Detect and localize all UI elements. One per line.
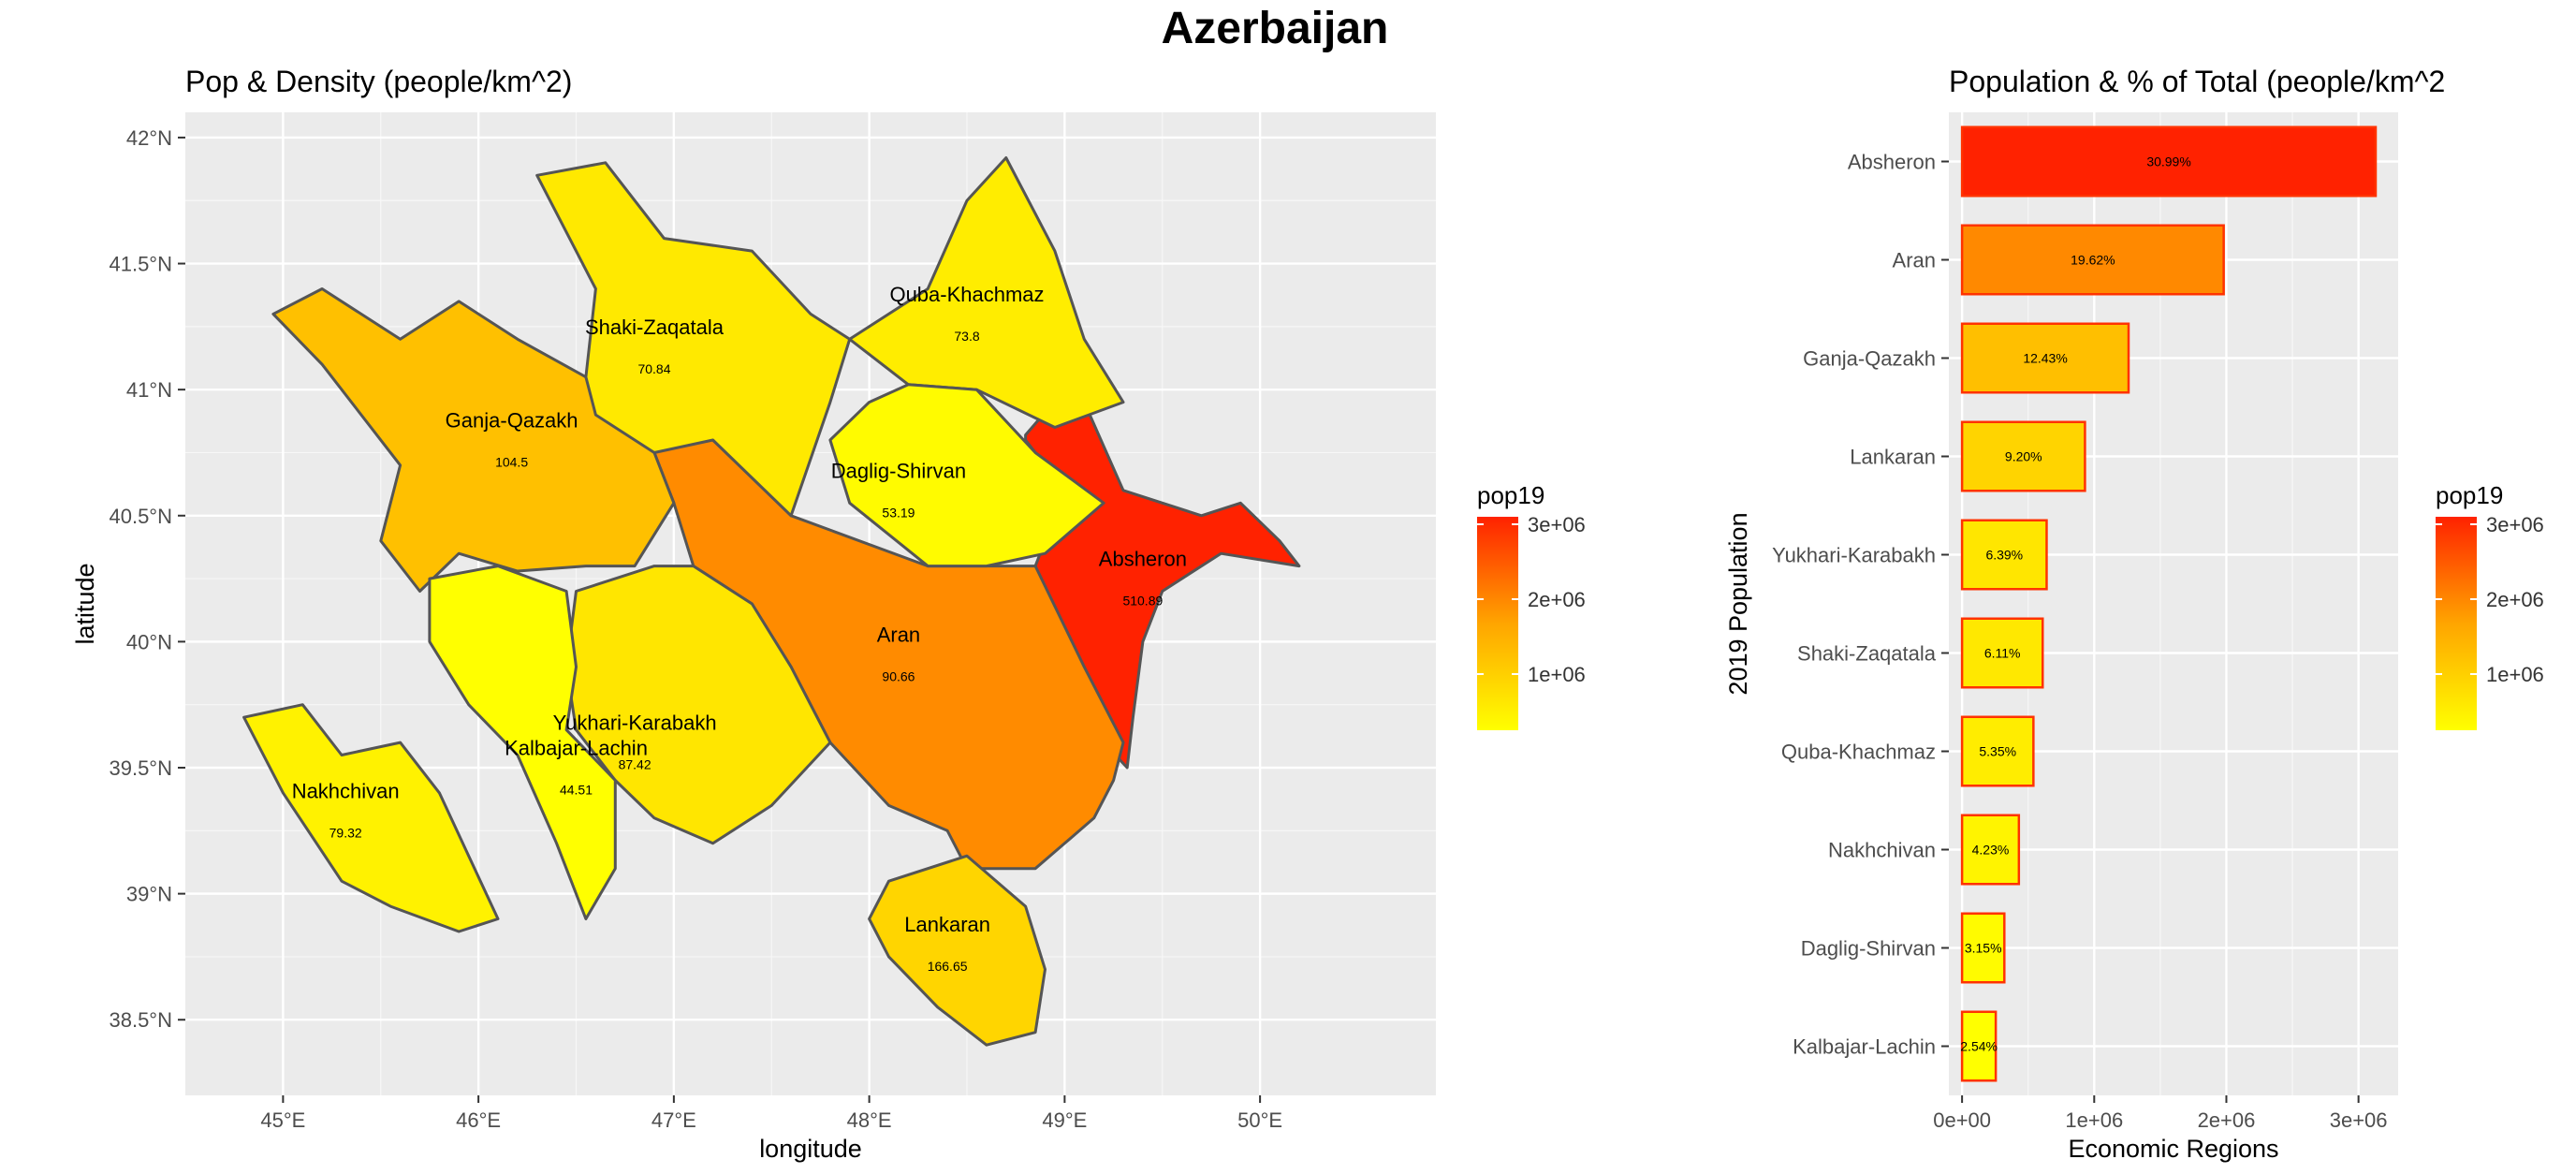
map-region-density-label: 53.19 <box>882 505 915 520</box>
map-x-tick-label: 48°E <box>847 1108 892 1132</box>
map-region-density-label: 166.65 <box>928 959 968 974</box>
bar-category-label: Kalbajar-Lachin <box>1793 1035 1936 1059</box>
bar-category-label: Yukhari-Karabakh <box>1772 544 1936 567</box>
map-x-tick-label: 47°E <box>651 1108 696 1132</box>
map-region-density-label: 87.42 <box>619 757 651 772</box>
bar-category-label: Shaki-Zaqatala <box>1797 642 1937 666</box>
map-y-tick-label: 40.5°N <box>109 505 172 528</box>
figure-title: Azerbaijan <box>1162 4 1389 53</box>
bar-category-label: Nakhchivan <box>1828 839 1936 862</box>
map-region-label: Nakhchivan <box>292 779 400 802</box>
bar-y-axis-label: 2019 Population <box>1724 512 1752 695</box>
map-y-tick-label: 40°N <box>126 630 172 653</box>
bar-category-label: Daglig-Shirvan <box>1801 937 1936 961</box>
map-y-tick-label: 41°N <box>126 378 172 402</box>
bar-legend-colorbar <box>2436 517 2477 730</box>
map-region-lankaran <box>868 854 1046 1047</box>
bar-data-label: 6.11% <box>1984 646 2021 661</box>
bar-absheron <box>1960 125 2378 198</box>
bar-panel-title: Population & % of Total (people/km^2 <box>1949 65 2445 98</box>
bar-ganja-qazakh <box>1960 322 2130 394</box>
map-region-density-label: 70.84 <box>637 361 670 376</box>
bar-data-label: 2.54% <box>1960 1039 1998 1054</box>
map-region-label: Yukhari-Karabakh <box>553 712 717 735</box>
map-x-axis-label: longitude <box>759 1135 862 1163</box>
map-y-tick-label: 41.5°N <box>109 253 172 276</box>
map-legend-colorbar <box>1477 517 1518 730</box>
bar-aran <box>1960 224 2225 296</box>
map-x-tick-label: 46°E <box>456 1108 501 1132</box>
bar-legend-label: 1e+06 <box>2486 663 2544 686</box>
bar-data-label: 6.39% <box>1985 548 2023 563</box>
map-region-density-label: 510.89 <box>1122 594 1163 609</box>
map-region-density-label: 79.32 <box>329 825 362 840</box>
bar-lankaran <box>1960 420 2086 492</box>
map-legend-title: pop19 <box>1477 481 1544 509</box>
bar-daglig-shirvan <box>1960 912 2006 984</box>
bar-x-tick-label: 1e+06 <box>2065 1108 2123 1132</box>
map-region-label: Shaki-Zaqatala <box>585 316 724 339</box>
bar-category-label: Aran <box>1893 249 1936 272</box>
map-panel-title: Pop & Density (people/km^2) <box>185 65 572 98</box>
bar-category-label: Absheron <box>1848 151 1936 174</box>
bar-legend-title: pop19 <box>2436 481 2503 509</box>
map-region-density-label: 104.5 <box>495 455 528 470</box>
bar-x-tick-label: 3e+06 <box>2330 1108 2388 1132</box>
map-y-tick-label: 38.5°N <box>109 1008 172 1032</box>
bar-category-label: Ganja-Qazakh <box>1803 347 1936 371</box>
bar-legend-label: 2e+06 <box>2486 588 2544 611</box>
bar-quba-khachmaz <box>1960 715 2035 787</box>
bar-data-label: 9.20% <box>2005 449 2042 464</box>
map-region-daglig-shirvan <box>828 383 1105 568</box>
map-region-label: Aran <box>877 623 920 646</box>
map-y-axis-label: latitude <box>71 563 99 644</box>
map-region-density-label: 90.66 <box>882 668 915 683</box>
map-region-label: Absheron <box>1099 548 1187 571</box>
bar-data-label: 4.23% <box>1972 843 2010 858</box>
map-legend-label: 2e+06 <box>1528 588 1586 611</box>
bar-x-tick-label: 2e+06 <box>2198 1108 2256 1132</box>
bar-nakhchivan <box>1960 814 2021 886</box>
map-x-tick-label: 50°E <box>1237 1108 1282 1132</box>
map-region-nakhchivan <box>242 703 500 933</box>
map-x-tick-label: 45°E <box>260 1108 305 1132</box>
map-y-tick-label: 39°N <box>126 883 172 906</box>
map-legend-label: 1e+06 <box>1528 663 1586 686</box>
bar-shaki-zaqatala <box>1960 617 2044 689</box>
map-region-kalbajar-lachin <box>428 565 617 920</box>
bar-category-label: Lankaran <box>1850 446 1936 469</box>
map-region-shaki-zaqatala <box>535 161 852 518</box>
map-region-density-label: 44.51 <box>560 783 593 798</box>
map-region-label: Daglig-Shirvan <box>831 459 966 482</box>
bar-data-label: 30.99% <box>2146 154 2190 169</box>
map-y-tick-label: 42°N <box>126 126 172 150</box>
bar-legend-label: 3e+06 <box>2486 513 2544 536</box>
map-region-label: Ganja-Qazakh <box>446 409 578 433</box>
map-legend-label: 3e+06 <box>1528 513 1586 536</box>
map-x-tick-label: 49°E <box>1042 1108 1087 1132</box>
map-region-density-label: 73.8 <box>954 329 979 344</box>
bar-data-label: 3.15% <box>1965 941 2002 956</box>
bar-kalbajar-lachin <box>1960 1010 1998 1082</box>
bar-data-label: 19.62% <box>2071 253 2115 268</box>
map-region-label: Quba-Khachmaz <box>889 283 1044 306</box>
map-region-label: Lankaran <box>904 913 990 936</box>
bar-yukhari-karabakh <box>1960 519 2048 591</box>
map-region-label: Kalbajar-Lachin <box>505 737 648 760</box>
bar-x-axis-label: Economic Regions <box>2068 1135 2278 1163</box>
bar-category-label: Quba-Khachmaz <box>1781 741 1936 764</box>
bar-x-tick-label: 0e+00 <box>1933 1108 1991 1132</box>
bar-data-label: 12.43% <box>2023 351 2067 366</box>
map-region-yukhari-karabakh <box>564 565 832 845</box>
map-region-ganja-qazakh <box>271 287 676 593</box>
bar-data-label: 5.35% <box>1979 744 2016 759</box>
map-y-tick-label: 39.5°N <box>109 756 172 780</box>
